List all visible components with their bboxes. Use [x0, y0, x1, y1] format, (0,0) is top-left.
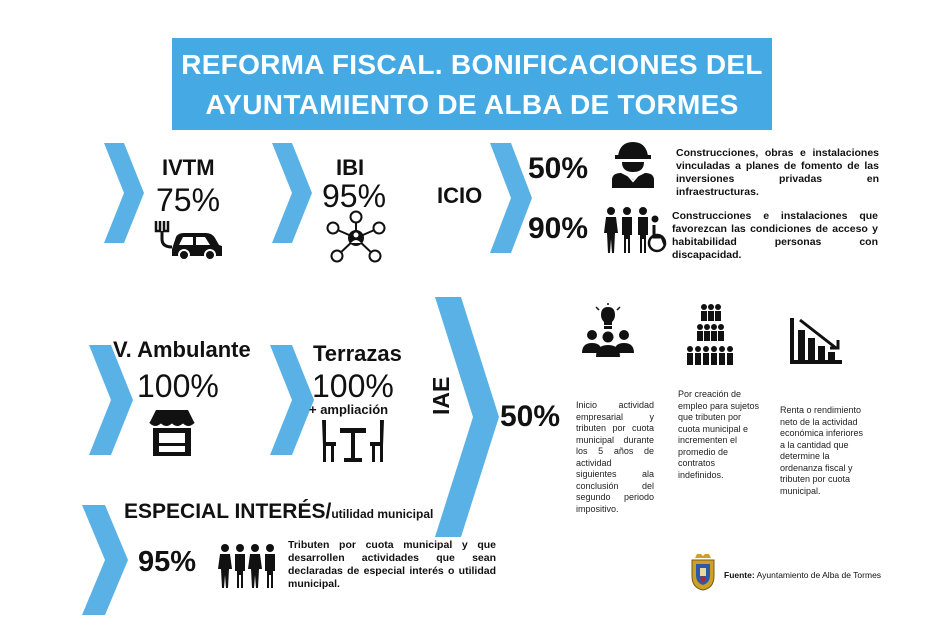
ibi-value: 95% — [322, 178, 387, 214]
iae-value: 50% — [500, 400, 561, 433]
iae-text-2: Por creación de empleo para sujetos que … — [678, 389, 760, 480]
icio-text-2: Construcciones e instalaciones que favor… — [672, 210, 878, 261]
network-people-icon — [326, 210, 386, 263]
terrace-table-icon — [322, 420, 384, 462]
especial-value: 95% — [138, 546, 197, 578]
title-line-1: REFORMA FISCAL. BONIFICACIONES DEL — [181, 49, 763, 80]
electric-car-icon — [154, 221, 222, 259]
coat-of-arms-icon — [691, 554, 715, 591]
iae-label: IAE — [428, 376, 454, 415]
especial-text: Tributen por cuota municipal y que desar… — [288, 539, 496, 590]
icio-value-1: 50% — [528, 152, 589, 185]
source-text: Ayuntamiento de Alba de Tormes — [756, 570, 882, 580]
ivtm-label: IVTM — [162, 155, 215, 180]
chevron-icio-icon — [490, 143, 532, 253]
chevron-ivtm-icon — [104, 143, 144, 243]
title-banner: REFORMA FISCAL. BONIFICACIONES DEL AYUNT… — [172, 38, 772, 130]
icio-value-2: 90% — [528, 212, 589, 245]
source-line: Fuente: Ayuntamiento de Alba de Tormes — [724, 570, 881, 580]
iae-text-3: Renta o rendimiento neto de la actividad… — [780, 405, 864, 496]
ivtm-value: 75% — [156, 182, 221, 218]
accessibility-people-icon — [604, 207, 667, 253]
icio-text-1: Construcciones, obras e instalaciones vi… — [676, 147, 879, 198]
chevron-iae-icon — [435, 297, 499, 537]
market-stall-icon — [149, 410, 195, 456]
terrazas-extra: + ampliación — [309, 402, 389, 417]
group-people-icon — [218, 544, 275, 588]
especial-label-small: utilidad municipal — [331, 507, 434, 521]
construction-worker-icon — [612, 142, 654, 188]
iae-text-1: Inicio actividad empresarial y tributen … — [576, 400, 654, 514]
ibi-label: IBI — [336, 155, 365, 180]
ambulante-value: 100% — [137, 368, 219, 404]
source-label: Fuente: — [724, 570, 755, 580]
chevron-ibi-icon — [272, 143, 312, 243]
idea-team-icon — [582, 303, 634, 357]
chevron-terrazas-icon — [270, 345, 314, 455]
declining-chart-icon — [790, 318, 842, 364]
terrazas-value: 100% — [312, 368, 394, 404]
especial-heading: ESPECIAL INTERÉS/utilidad municipal — [124, 500, 433, 524]
ambulante-label: V. Ambulante — [113, 337, 251, 362]
terrazas-label: Terrazas — [313, 341, 402, 366]
title-line-2: AYUNTAMIENTO DE ALBA DE TORMES — [205, 89, 739, 120]
icio-label: ICIO — [437, 183, 483, 208]
employee-pyramid-icon — [687, 304, 733, 365]
chevron-ambulante-icon — [89, 345, 133, 455]
chevron-especial-icon — [82, 505, 128, 615]
especial-label: ESPECIAL INTERÉS/ — [124, 500, 332, 523]
